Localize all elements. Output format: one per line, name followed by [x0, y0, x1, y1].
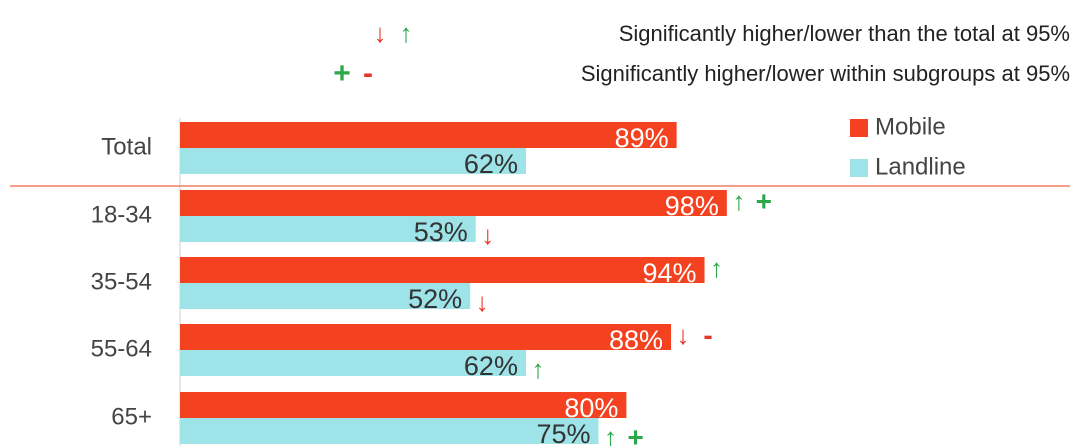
- category-label: 18-34: [91, 201, 152, 228]
- value-label: 89%: [615, 123, 669, 153]
- bar: [180, 257, 705, 283]
- bar: [180, 350, 526, 376]
- significance-marker: +: [756, 185, 772, 216]
- significance-marker: ↓: [677, 320, 690, 350]
- value-label: 94%: [642, 258, 696, 288]
- legend-swatch: [850, 159, 868, 177]
- significance-legend-symbol: ↓: [374, 18, 387, 48]
- significance-legend-symbol: -: [363, 57, 373, 90]
- bar: [180, 392, 627, 418]
- category-label: Total: [101, 133, 152, 160]
- value-label: 52%: [408, 284, 462, 314]
- legend-label: Landline: [875, 153, 966, 180]
- significance-marker: ↑: [710, 253, 723, 283]
- bar: [180, 190, 727, 216]
- category-label: 55-64: [91, 335, 152, 362]
- significance-legend-symbol: ↑: [400, 18, 413, 48]
- value-label: 62%: [464, 351, 518, 381]
- bar: [180, 148, 526, 174]
- value-label: 53%: [414, 217, 468, 247]
- significance-marker: ↓: [476, 287, 489, 317]
- bar: [180, 283, 471, 309]
- legend-swatch: [850, 119, 868, 137]
- significance-legend-label: Significantly higher/lower within subgro…: [581, 61, 1070, 86]
- bar: [180, 418, 599, 444]
- significance-legend-label: Significantly higher/lower than the tota…: [619, 21, 1070, 46]
- category-label: 35-54: [91, 268, 152, 295]
- significance-legend-symbol: +: [333, 57, 351, 90]
- value-label: 98%: [665, 191, 719, 221]
- bar: [180, 324, 672, 350]
- value-label: 62%: [464, 149, 518, 179]
- significance-marker: ↑: [604, 422, 617, 446]
- category-label: 65+: [111, 403, 152, 430]
- significance-marker: ↑: [531, 354, 544, 384]
- significance-marker: -: [703, 319, 712, 350]
- value-label: 75%: [536, 419, 590, 446]
- bar: [180, 122, 677, 148]
- bar: [180, 216, 476, 242]
- significance-marker: +: [627, 421, 643, 446]
- significance-marker: ↑: [732, 186, 745, 216]
- legend-label: Mobile: [875, 113, 946, 140]
- value-label: 88%: [609, 325, 663, 355]
- significance-marker: ↓: [481, 220, 494, 250]
